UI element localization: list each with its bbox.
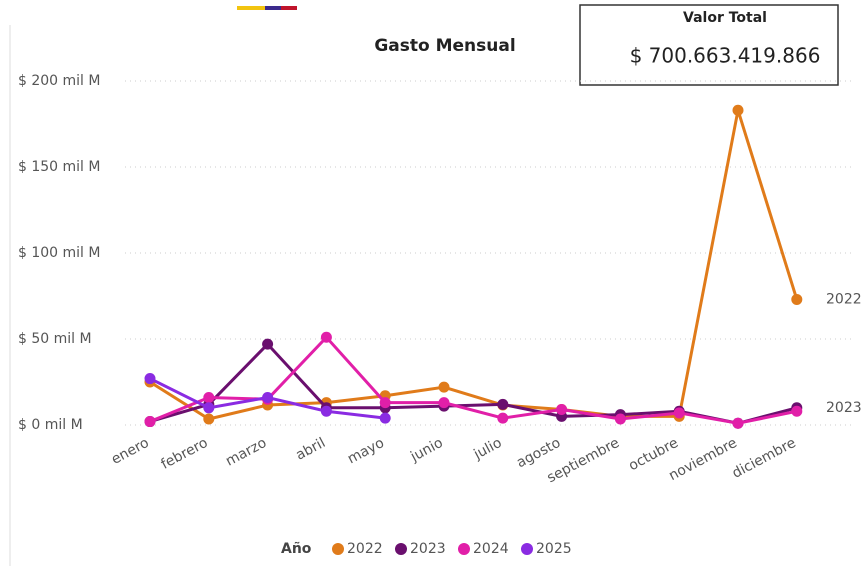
point: [497, 398, 509, 410]
x-tick-label: abril: [293, 435, 328, 464]
point: [732, 104, 744, 116]
legend-label: 2023: [410, 541, 446, 557]
point: [203, 391, 215, 403]
decor: [281, 6, 297, 10]
x-tick-label: diciembre: [730, 435, 799, 482]
legend-label: 2025: [536, 541, 572, 557]
point: [262, 391, 274, 403]
point: [262, 338, 274, 350]
x-tick-label: marzo: [223, 435, 269, 470]
legend-label: 2024: [473, 541, 509, 557]
legend-label: 2022: [347, 541, 383, 557]
point: [791, 405, 803, 417]
decor: [237, 6, 265, 10]
point: [438, 381, 450, 393]
point: [497, 412, 509, 424]
point: [438, 397, 450, 409]
point: [320, 331, 332, 343]
card: [579, 4, 839, 86]
point: [144, 373, 156, 385]
card-value: $ 700.663.419.866: [630, 44, 821, 68]
x-tick-label: julio: [470, 435, 504, 463]
y-tick-label: $ 0 mil M: [18, 417, 83, 433]
point: [791, 293, 803, 305]
end-label: 2023: [826, 400, 862, 416]
y-tick-label: $ 50 mil M: [18, 331, 92, 347]
point: [320, 405, 332, 417]
point: [203, 413, 215, 425]
point: [614, 413, 626, 425]
point: [379, 412, 391, 424]
y-tick-label: $ 100 mil M: [18, 245, 100, 261]
x-tick-label: febrero: [158, 435, 210, 473]
end-label: 2022: [826, 291, 862, 307]
y-tick-label: $ 200 mil M: [18, 73, 100, 89]
point: [203, 402, 215, 414]
x-tick-label: enero: [109, 435, 152, 468]
decor: [265, 6, 281, 10]
x-tick-label: junio: [407, 435, 445, 466]
legend-swatch: [458, 543, 470, 555]
legend-swatch: [521, 543, 533, 555]
point: [379, 397, 391, 409]
y-tick-label: $ 150 mil M: [18, 159, 100, 175]
legend-swatch: [332, 543, 344, 555]
card-title: Valor Total: [683, 10, 767, 26]
legend-title: Año: [281, 541, 312, 557]
point: [673, 407, 685, 419]
point: [556, 404, 568, 416]
x-tick-label: mayo: [345, 435, 387, 467]
series-line: [149, 109, 799, 421]
point: [144, 416, 156, 428]
point: [732, 417, 744, 429]
legend-swatch: [395, 543, 407, 555]
chart-title: Gasto Mensual: [374, 36, 515, 56]
